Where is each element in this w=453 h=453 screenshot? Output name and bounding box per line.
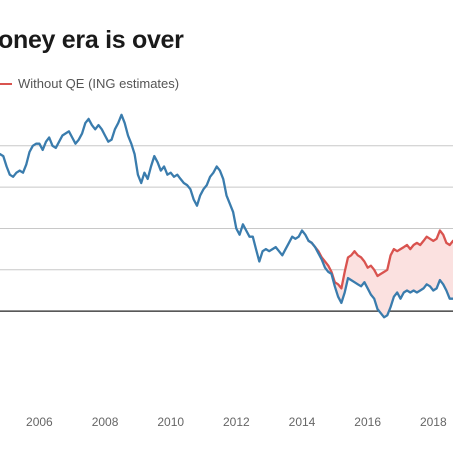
chart-title: oney era is over — [0, 26, 184, 54]
x-tick-label-2016: 2016 — [354, 415, 381, 429]
x-tick-label-2018: 2018 — [420, 415, 447, 429]
series-lines — [0, 113, 453, 319]
legend: Without QE (ING estimates) — [0, 76, 179, 91]
y-gridlines — [0, 145, 453, 312]
x-tick-label-2010: 2010 — [157, 415, 184, 429]
x-tick-label-2014: 2014 — [289, 415, 316, 429]
x-tick-label-2012: 2012 — [223, 415, 250, 429]
x-tick-label-2006: 2006 — [26, 415, 53, 429]
legend-swatch-without-qe — [0, 82, 12, 85]
x-tick-label-2008: 2008 — [92, 415, 119, 429]
series-line-with-qe — [0, 113, 453, 319]
legend-label-without-qe: Without QE (ING estimates) — [18, 76, 180, 91]
x-axis-tick-labels: 2006 2008 2010 2012 2014 2016 2018 — [26, 415, 447, 429]
